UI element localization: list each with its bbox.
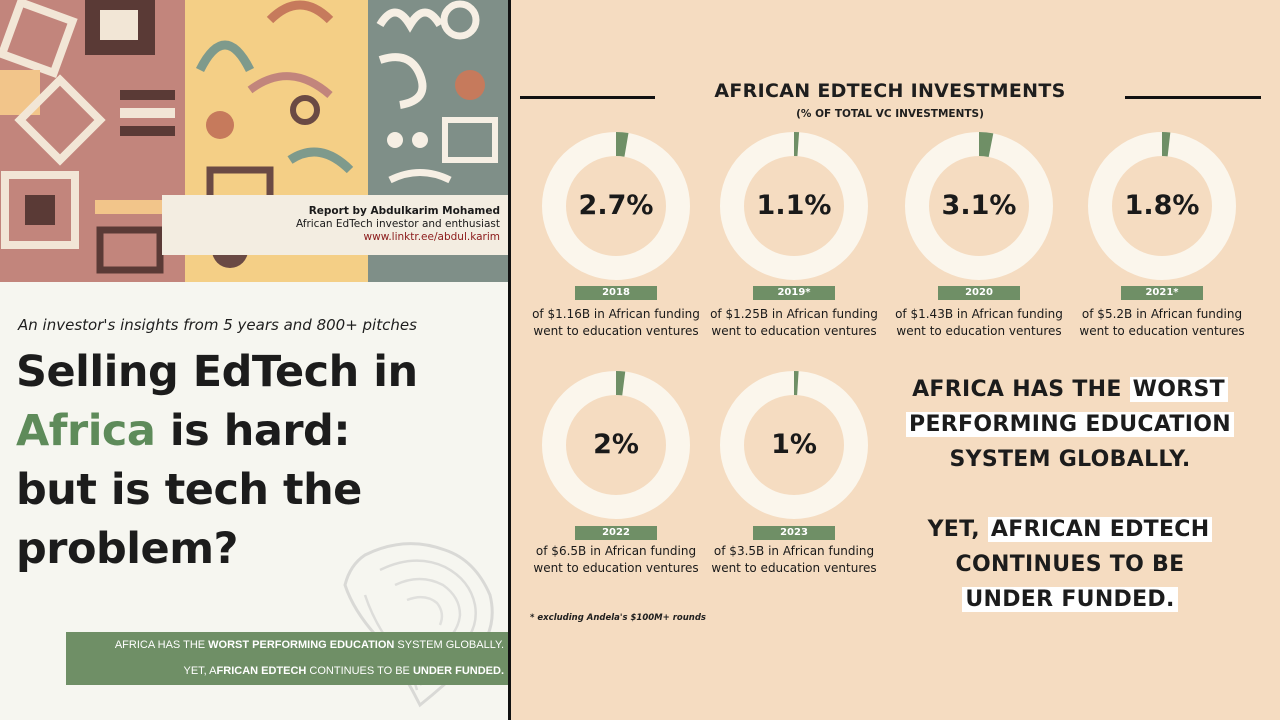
year-badge: 2021* [1121,286,1203,300]
donut-percent-label: 2.7% [578,190,654,221]
banner-line-1: AFRICA HAS THE WORST PERFORMING EDUCATIO… [114,639,504,651]
headline-line-2: Africa is hard: [16,402,496,461]
funding-caption: of $1.25B in African funding went to edu… [710,307,878,338]
funding-caption: of $6.5B in African funding went to educ… [533,544,699,575]
headline-line-4: problem? [16,524,238,574]
headline-line-1: Selling EdTech in [16,347,418,397]
report-link[interactable]: www.linktr.ee/abdul.karim [363,231,500,243]
title-rule-left [520,96,655,99]
year-badge: 2018 [575,286,657,300]
panel-divider [508,0,511,720]
african-pattern-artwork [0,0,510,282]
donut-5: 1% [720,371,868,519]
donut-svg-2 [905,132,1053,280]
donut-percent-label: 1.1% [756,190,832,221]
headline-line-3: but is tech the [16,465,362,515]
donut-percent-label: 2% [593,429,639,460]
report-author: Report by Abdulkarim Mohamed [308,205,500,217]
claim-1-line-2: PERFORMING EDUCATION [880,407,1260,442]
donut-percent-label: 1.8% [1124,190,1200,221]
claim-under-funded: YET, AFRICAN EDTECH CONTINUES TO BE UNDE… [880,512,1260,617]
footnote: * excluding Andela's $100M+ rounds [530,613,706,623]
claim-2-line-1: YET, AFRICAN EDTECH [880,512,1260,547]
title-rule-right [1125,96,1261,99]
donut-svg-3 [1088,132,1236,280]
donut-svg-5 [720,371,868,519]
tagline: An investor's insights from 5 years and … [18,316,417,334]
donut-2: 3.1% [905,132,1053,280]
headline-line-2-rest: is hard: [155,406,351,456]
donut-1: 1.1% [720,132,868,280]
infographic-title: AFRICAN EDTECH INVESTMENTS [714,80,1066,102]
year-badge: 2020 [938,286,1020,300]
donut-slice-4 [542,371,690,519]
claim-1-line-3: SYSTEM GLOBALLY. [949,447,1191,472]
donut-svg-0 [542,132,690,280]
headline-africa-word: Africa [16,406,156,456]
donut-slice-5 [720,371,868,519]
funding-caption: of $3.5B in African funding went to educ… [711,544,877,575]
donut-slice-3 [1088,132,1236,280]
claim-worst-performing: AFRICA HAS THE WORST PERFORMING EDUCATIO… [880,372,1260,477]
funding-caption: of $1.16B in African funding went to edu… [532,307,700,338]
cover-panel: Report by Abdulkarim Mohamed African EdT… [0,0,510,720]
funding-caption: of $1.43B in African funding went to edu… [895,307,1063,338]
funding-caption: of $5.2B in African funding went to educ… [1079,307,1245,338]
donut-svg-4 [542,371,690,519]
report-credit-box: Report by Abdulkarim Mohamed African EdT… [162,195,510,255]
claim-2-line-2: CONTINUES TO BE [955,552,1185,577]
donut-0: 2.7% [542,132,690,280]
donut-percent-label: 3.1% [941,190,1017,221]
summary-banner: AFRICA HAS THE WORST PERFORMING EDUCATIO… [66,632,508,685]
year-badge: 2019* [753,286,835,300]
donut-slice-2 [905,132,1053,280]
banner-line-2: YET, AFRICAN EDTECH CONTINUES TO BE UNDE… [183,665,505,677]
donut-slice-1 [720,132,868,280]
infographic-subtitle: (% OF TOTAL VC INVESTMENTS) [796,108,984,120]
year-badge: 2022 [575,526,657,540]
year-badge: 2023 [753,526,835,540]
donut-3: 1.8% [1088,132,1236,280]
report-role: African EdTech investor and enthusiast [295,218,500,230]
donut-slice-0 [542,132,690,280]
donut-svg-1 [720,132,868,280]
donut-4: 2% [542,371,690,519]
donut-percent-label: 1% [771,429,817,460]
claim-1-line-1: AFRICA HAS THE WORST [880,372,1260,407]
claim-2-line-3: UNDER FUNDED. [880,582,1260,617]
headline: Selling EdTech in Africa is hard: but is… [16,343,496,579]
